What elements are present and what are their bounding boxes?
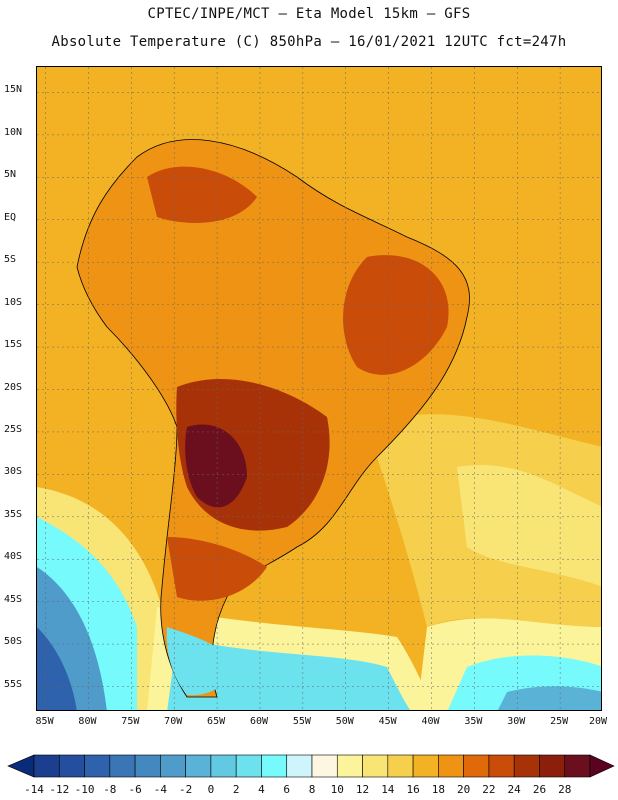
latitude-label: 5N [4, 169, 17, 181]
ocean-southeast-colder [498, 686, 601, 710]
colorbar-segment [109, 754, 136, 778]
colorbar-label: 6 [283, 783, 291, 796]
longitude-label: 35W [464, 716, 483, 727]
colorbar-label: 4 [258, 783, 265, 796]
longitude-label: 25W [550, 716, 569, 727]
colorbar-label: 14 [381, 783, 395, 796]
longitude-label: 55W [292, 716, 311, 727]
longitude-label: 60W [249, 716, 268, 727]
map-title: CPTEC/INPE/MCT – Eta Model 15km – GFS [147, 6, 471, 22]
colorbar-label: 22 [482, 783, 496, 796]
latitude-label: 30S [4, 466, 23, 478]
longitude-label: 85W [35, 716, 54, 727]
colorbar-segment [463, 754, 490, 778]
latitude-label: EQ [4, 211, 17, 223]
colorbar-label: 20 [457, 783, 471, 796]
colorbar-segment [362, 754, 389, 778]
colorbar-label: 18 [431, 783, 445, 796]
colorbar-segment [58, 754, 85, 778]
colorbar-segment [185, 754, 212, 778]
colorbar-segment [261, 754, 288, 778]
latitude-label: 55S [4, 678, 23, 690]
latitude-label: 25S [4, 423, 23, 435]
colorbar-label: -2 [179, 783, 193, 796]
colorbar-segment [387, 754, 414, 778]
latitude-label: 20S [4, 381, 23, 393]
longitude-label: 65W [207, 716, 226, 727]
latitude-label: 45S [4, 593, 23, 605]
hot-region-northeast [343, 255, 449, 375]
colorbar-label: 8 [308, 783, 316, 796]
ocean-coldest-band-west [37, 627, 77, 710]
patagonia-cold [166, 627, 237, 696]
colorbar-segment [286, 754, 313, 778]
temperature-map [36, 66, 602, 711]
latitude-label: 10N [4, 126, 23, 138]
longitude-label: 75W [121, 716, 140, 727]
latitude-label: 15S [4, 339, 23, 351]
map-canvas [37, 67, 601, 710]
map-subtitle: Absolute Temperature (C) 850hPa – 16/01/… [51, 34, 567, 50]
latitude-label: 50S [4, 636, 23, 648]
colorbar-segment [438, 754, 464, 778]
latitude-label: 35S [4, 508, 23, 520]
ocean-south-cold [167, 637, 411, 710]
colorbar-label: 12 [355, 783, 370, 796]
latitude-label: 10S [4, 296, 23, 308]
latitude-label: 15N [4, 84, 23, 96]
colorbar-segment [134, 754, 161, 778]
colorbar-label: -14 [24, 783, 44, 796]
longitude-label: 80W [78, 716, 97, 727]
colorbar-label: -12 [49, 783, 70, 796]
colorbar-segment [160, 754, 186, 778]
colorbar-label: -6 [128, 783, 142, 796]
longitude-label: 45W [378, 716, 397, 727]
hottest-region [185, 424, 247, 508]
latitude-label: 5S [4, 254, 17, 266]
colorbar-low-arrow [7, 754, 35, 778]
hot-region-north [147, 166, 257, 223]
longitude-label: 40W [421, 716, 440, 727]
colorbar-label: 24 [507, 783, 521, 796]
colorbar-label: 0 [207, 783, 215, 796]
ocean-atlantic-cool [457, 465, 601, 587]
colorbar-segment [210, 754, 237, 778]
colorbar-segment [539, 754, 566, 778]
color-scale-bar [7, 754, 615, 778]
longitude-label: 70W [164, 716, 183, 727]
colorbar-label: 16 [406, 783, 420, 796]
graticule [37, 67, 601, 710]
colorbar-label: 26 [532, 783, 547, 796]
colorbar-label: -4 [153, 783, 167, 796]
colorbar-segment [564, 754, 591, 778]
colorbar-segment [311, 754, 338, 778]
colorbar-segment [513, 754, 540, 778]
longitude-label: 30W [507, 716, 526, 727]
colorbar-label: 2 [232, 783, 240, 796]
colorbar-segment [33, 754, 60, 778]
latitude-label: 40S [4, 551, 23, 563]
colorbar-label: 28 [558, 783, 572, 796]
colorbar-segment [412, 754, 439, 778]
colorbar-segment [336, 754, 363, 778]
colorbar-label: -10 [74, 783, 95, 796]
colorbar-high-arrow [589, 754, 615, 778]
colorbar-segment [488, 754, 515, 778]
colorbar-segment [235, 754, 262, 778]
colorbar-segment [84, 754, 111, 778]
colorbar-label: 10 [330, 783, 344, 796]
longitude-label: 50W [335, 716, 354, 727]
longitude-label: 20W [588, 716, 608, 727]
colorbar-label: -8 [103, 783, 117, 796]
